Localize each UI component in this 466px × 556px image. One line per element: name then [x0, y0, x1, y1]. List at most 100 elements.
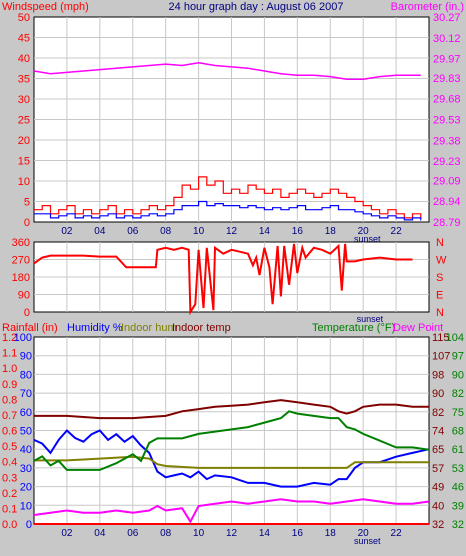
direction-y-ticks: 0 90 180 270 360 [12, 237, 30, 319]
indoor-temp-tick-label: 107 [432, 351, 450, 363]
windspeed-y-ticks: 0 5 10 15 20 25 30 35 40 45 50 [18, 12, 30, 229]
windspeed-tick-label: 5 [24, 197, 30, 209]
barometer-tick-label: 28.79 [433, 217, 461, 229]
humidity-tick-label: 10 [20, 500, 32, 512]
chart-title: 24 hour graph day : August 06 2007 [169, 1, 344, 13]
hour-tick-label: 10 [193, 226, 205, 237]
windspeed-tick-label: 0 [24, 217, 30, 229]
humidity-tick-label: 20 [20, 482, 32, 494]
temperature-tick-label: 53 [452, 463, 464, 475]
humidity-y-ticks: 0 10 20 30 40 50 60 70 80 90 100 [14, 332, 32, 531]
windspeed-tick-label: 40 [18, 53, 30, 65]
windspeed-tick-label: 35 [18, 74, 30, 86]
humidity-tick-label: 0 [26, 519, 32, 531]
hour-tick-label: 16 [292, 226, 304, 237]
windspeed-tick-label: 20 [18, 135, 30, 147]
sunset-label-1: sunset [354, 234, 381, 244]
indoor-hum-line [34, 455, 429, 469]
indoor-temp-tick-label: 57 [432, 463, 444, 475]
indoor-temp-tick-label: 40 [432, 500, 444, 512]
barometer-tick-label: 29.23 [433, 156, 461, 168]
rainfall-tick-label: 0.1 [2, 503, 17, 515]
rainfall-tick-label: 1.2 [2, 332, 17, 344]
temperature-tick-label: 90 [452, 369, 464, 381]
barometer-axis-label: Barometer (in.) [391, 1, 464, 13]
rainfall-tick-label: 0.7 [2, 410, 17, 422]
hour-tick-label: 14 [259, 528, 271, 539]
indoor-temp-tick-label: 74 [432, 426, 444, 438]
indoor-temp-tick-label: 32 [432, 519, 444, 531]
average-line [34, 200, 422, 221]
temperature-y-ticks: 32 40 49 57 65 74 82 90 98 107 115 32 39 46 53 61 68 75 82… [432, 332, 464, 531]
dewpoint-line [33, 498, 430, 524]
hour-tick-label: 20 [358, 528, 370, 539]
humidity-tick-label: 100 [14, 332, 32, 344]
temperature-line [33, 410, 430, 471]
humidity-tick-label: 50 [20, 426, 32, 438]
compass-label: N [436, 237, 444, 249]
hour-tick-label: 20 [358, 226, 370, 237]
gust-line [34, 176, 422, 219]
hour-tick-label: 12 [226, 528, 238, 539]
hour-tick-label: 04 [94, 226, 106, 237]
windspeed-tick-label: 25 [18, 115, 30, 127]
rainfall-tick-label: 0.3 [2, 472, 17, 484]
barometer-tick-label: 29.38 [433, 135, 461, 147]
direction-tick-label: 0 [24, 307, 30, 319]
compass-label: E [436, 290, 443, 302]
windspeed-tick-label: 15 [18, 156, 30, 168]
compass-label: S [436, 272, 443, 284]
humidity-tick-label: 80 [20, 369, 32, 381]
indoor-temp-tick-label: 115 [432, 332, 450, 344]
rainfall-tick-label: 0.0 [2, 519, 17, 531]
hour-tick-label: 16 [292, 528, 304, 539]
direction-line [33, 243, 413, 316]
temperature-tick-label: 104 [446, 332, 464, 344]
direction-tick-label: 180 [12, 272, 30, 284]
compass-label: W [436, 255, 447, 267]
hour-tick-label: 22 [391, 528, 403, 539]
rainfall-y-ticks: 0.0 0.1 0.2 0.3 0.4 0.5 0.6 0.7 0.8 0.9 1.0 1.1 1.2 [2, 332, 17, 531]
windspeed-axis-label: Windspeed (mph) [2, 1, 89, 13]
rainfall-tick-label: 1.0 [2, 363, 17, 375]
windspeed-tick-label: 45 [18, 33, 30, 45]
sunset-label-3: sunset [354, 536, 381, 546]
direction-tick-label: 90 [18, 290, 30, 302]
indoor-temp-line [34, 399, 429, 420]
barometer-tick-label: 30.27 [433, 12, 461, 24]
indoor-temp-axis-label: Indoor temp [172, 322, 231, 334]
hour-tick-label: 06 [127, 226, 139, 237]
dewpoint-axis-label: Dew Point [393, 322, 443, 334]
indoor-temp-tick-label: 49 [432, 482, 444, 494]
rainfall-axis-label: Rainfall (in) [2, 322, 58, 334]
hour-tick-label: 04 [94, 528, 106, 539]
temperature-tick-label: 97 [452, 351, 464, 363]
rainfall-tick-label: 0.4 [2, 457, 17, 469]
sunset-label-2: sunset [357, 314, 384, 324]
hour-tick-label: 22 [391, 226, 403, 237]
barometer-tick-label: 29.53 [433, 115, 461, 127]
rainfall-tick-label: 0.5 [2, 441, 17, 453]
wind-x-ticks: 02 04 06 08 10 12 14 16 18 20 22 [61, 226, 402, 237]
hour-tick-label: 12 [226, 226, 238, 237]
barometer-line [33, 61, 421, 81]
direction-series: sunset [33, 243, 413, 324]
humidity-tick-label: 40 [20, 444, 32, 456]
temperature-tick-label: 82 [452, 388, 464, 400]
humidity-tick-label: 90 [20, 351, 32, 363]
temp-hum-x-ticks: 02 04 06 08 10 12 14 16 18 20 22 [61, 528, 402, 539]
indoor-temp-tick-label: 98 [432, 369, 444, 381]
wind-series [33, 61, 422, 221]
humidity-axis-label: Humidity % [67, 322, 123, 334]
rainfall-tick-label: 1.1 [2, 348, 17, 360]
windspeed-tick-label: 30 [18, 94, 30, 106]
direction-tick-label: 270 [12, 255, 30, 267]
hour-tick-label: 02 [61, 528, 73, 539]
barometer-tick-label: 28.94 [433, 196, 461, 208]
rainfall-tick-label: 0.8 [2, 394, 17, 406]
indoor-temp-tick-label: 65 [432, 444, 444, 456]
temperature-tick-label: 61 [452, 444, 464, 456]
rainfall-tick-label: 0.9 [2, 379, 17, 391]
hour-tick-label: 08 [160, 528, 172, 539]
